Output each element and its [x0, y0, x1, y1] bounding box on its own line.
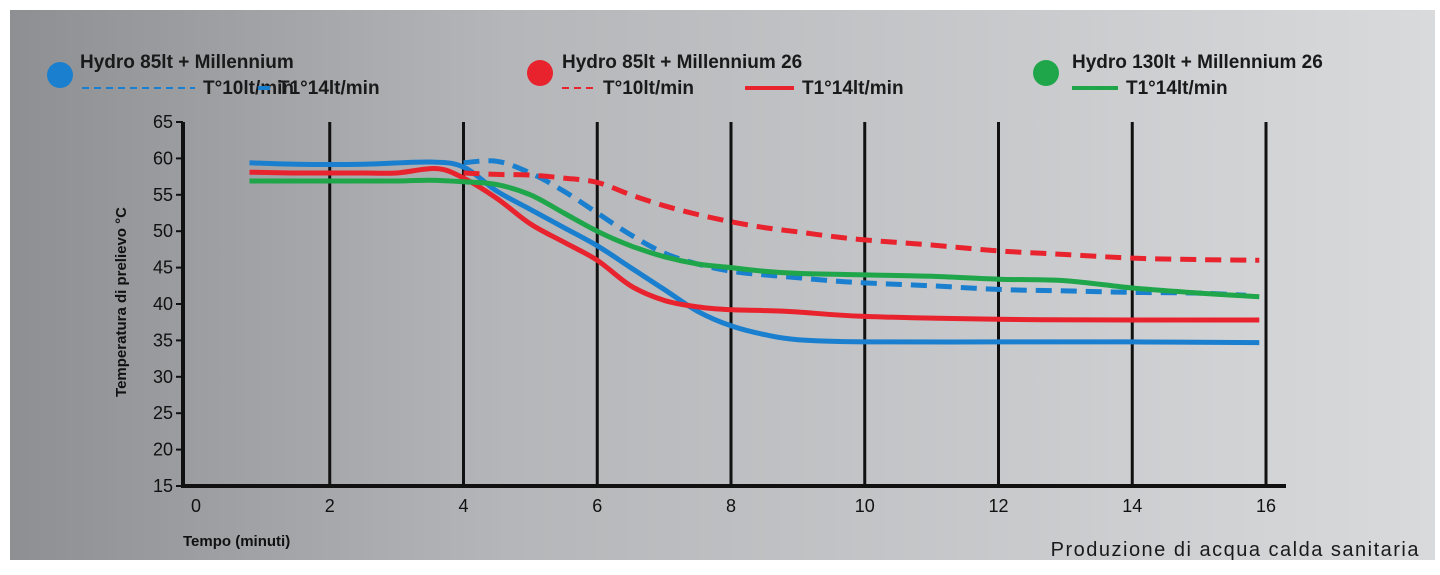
y-tick-label-60: 60: [153, 148, 173, 168]
legend-title-2: Hydro 130lt + Millennium 26: [1072, 52, 1323, 73]
legend-entry-1-0: T°10lt/min: [603, 78, 694, 99]
x-axis-label: Tempo (minuti): [183, 533, 290, 550]
axis-labels: Temperatura di prelievo °C Tempo (minuti…: [113, 207, 1420, 561]
legend-group-2: Hydro 130lt + Millennium 26 T1°14lt/min: [1033, 52, 1323, 99]
series-line-1: [249, 159, 1260, 346]
series-line-3: [249, 165, 1260, 323]
y-tick-label-25: 25: [153, 403, 173, 423]
chart-background: [10, 10, 1435, 560]
y-tick-label-55: 55: [153, 185, 173, 205]
legend-entry-0-0: T°10lt/min: [203, 78, 294, 99]
y-tick-label-20: 20: [153, 440, 173, 460]
x-tick-label-8: 8: [726, 496, 736, 516]
series-lines: [249, 158, 1260, 346]
axes: 15 20 25 30 35 40 45 50 55 60 65 0 2 4 6 8 10 12 14 16: [153, 112, 1286, 516]
y-tick-label-50: 50: [153, 221, 173, 241]
legend-entry-2-0: T1°14lt/min: [1126, 78, 1228, 99]
legend-dot-2: [1033, 60, 1059, 86]
x-tick-label-12: 12: [988, 496, 1008, 516]
legend-title-0: Hydro 85lt + Millennium: [80, 52, 294, 73]
y-tick-label-40: 40: [153, 294, 173, 314]
y-axis-label: Temperatura di prelievo °C: [113, 207, 130, 397]
legend-dot-1: [527, 60, 553, 86]
legend-entry-1-1: T1°14lt/min: [802, 78, 904, 99]
legend-dot-0: [47, 62, 73, 88]
x-tick-label-10: 10: [855, 496, 875, 516]
series-line-4: [249, 177, 1260, 300]
x-tick-label-14: 14: [1122, 496, 1142, 516]
series-line-2: [463, 170, 1260, 263]
y-tick-label-30: 30: [153, 367, 173, 387]
legend-group-0: Hydro 85lt + Millennium T°10lt/minT1°14lt…: [47, 52, 380, 99]
x-tick-label-4: 4: [458, 496, 468, 516]
y-tick-label-15: 15: [153, 476, 173, 496]
series-line-0: [463, 158, 1247, 298]
y-tick-label-65: 65: [153, 112, 173, 132]
y-tick-label-45: 45: [153, 258, 173, 278]
x-tick-label-2: 2: [325, 496, 335, 516]
x-tick-label-0: 0: [191, 496, 201, 516]
legend-group-1: Hydro 85lt + Millennium 26 T°10lt/min T1°1…: [527, 52, 904, 99]
legend-title-1: Hydro 85lt + Millennium 26: [562, 52, 802, 73]
chart-caption: Produzione di acqua calda sanitaria: [1051, 539, 1420, 561]
legend-entry-0-1: T1°14lt/min: [278, 78, 380, 99]
y-tick-label-35: 35: [153, 330, 173, 350]
legend: Hydro 85lt + MillenniumT°10lt/minT1°14lt…: [47, 52, 1323, 99]
x-tick-label-6: 6: [592, 496, 602, 516]
x-tick-label-16: 16: [1256, 496, 1276, 516]
